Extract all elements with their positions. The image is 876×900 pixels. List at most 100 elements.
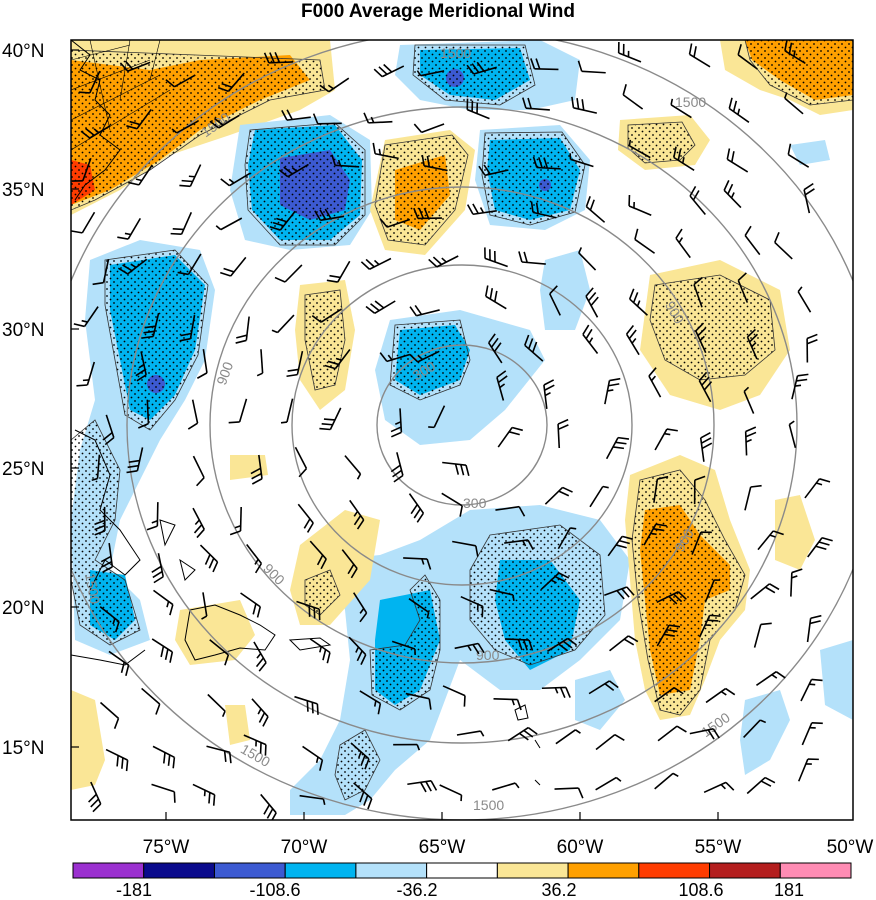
wind-barb <box>698 614 721 638</box>
wind-barb <box>806 333 818 363</box>
wind-barb <box>196 349 208 379</box>
wind-barb <box>253 641 267 672</box>
wind-barb <box>341 549 358 579</box>
positive-anomaly-region <box>775 495 815 570</box>
map-plot-area: 1500 1500 1500 1500 900 900 900 900 900 … <box>71 40 853 820</box>
wind-barb <box>80 124 111 139</box>
wind-barb <box>609 635 639 652</box>
wind-barb <box>634 228 656 254</box>
wind-barb <box>555 729 581 745</box>
wind-barb <box>689 728 720 740</box>
us-east-coast <box>71 40 121 201</box>
wind-barb <box>703 781 735 794</box>
colorbar-swatch <box>426 862 498 879</box>
wind-barb <box>170 211 193 236</box>
contour-label: 1500 <box>675 94 706 110</box>
wind-barb <box>192 455 205 487</box>
colorbar-swatch <box>496 862 569 879</box>
contour-label: 900 <box>476 647 500 663</box>
colorbar-swatch <box>284 862 357 879</box>
colorbar-swatch <box>143 862 215 879</box>
wind-barb <box>187 399 199 430</box>
wind-barb <box>466 98 490 120</box>
stippled-region <box>71 49 326 211</box>
wind-barb <box>807 536 833 558</box>
colorbar-swatch <box>709 862 781 879</box>
wind-barb <box>670 98 692 119</box>
wind-barb <box>373 63 405 78</box>
wind-barb <box>784 40 806 65</box>
wind-barb <box>625 325 640 356</box>
contour-900-outer <box>209 186 715 664</box>
wind-barb <box>648 367 662 398</box>
wind-barb <box>365 300 396 314</box>
negative-anomaly-region <box>575 670 625 730</box>
wind-barb <box>801 722 823 746</box>
contour-label: 1500 <box>440 45 471 61</box>
wind-barb <box>103 414 115 446</box>
wind-barb <box>737 272 749 303</box>
wind-barb <box>108 650 130 677</box>
wind-barb <box>746 776 776 795</box>
contour-label: 300 <box>463 495 487 511</box>
wind-barb <box>302 745 324 771</box>
wind-barb <box>71 211 96 234</box>
wind-barb <box>622 84 644 110</box>
wind-barb <box>530 201 557 219</box>
wind-barb <box>698 371 713 403</box>
lon-label: 60°W <box>557 837 604 858</box>
wind-barb <box>151 638 174 663</box>
wind-barb <box>413 123 445 134</box>
latitude-axis: 40°N 35°N 30°N 25°N 20°N 15°N <box>2 41 79 759</box>
wind-barb <box>441 492 463 517</box>
wind-barb <box>746 328 759 360</box>
lon-label: 50°W <box>827 837 874 858</box>
wind-barb <box>654 772 679 790</box>
wind-barb <box>743 719 767 738</box>
wind-barb <box>492 782 520 791</box>
wind-barb <box>582 324 599 354</box>
colorbar-swatch <box>355 862 428 879</box>
wind-barb <box>331 154 360 168</box>
wind-barb <box>688 43 711 68</box>
wind-barb <box>604 377 621 405</box>
contour-900 <box>291 264 633 586</box>
longitude-axis: 75°W 70°W 65°W 60°W 55°W 50°W <box>143 812 874 858</box>
wind-barb <box>569 153 594 168</box>
wind-barb <box>206 745 232 764</box>
lat-label: 35°N <box>2 180 44 201</box>
wind-barb <box>723 180 742 209</box>
colorbar-label: -108.6 <box>249 880 300 900</box>
wind-barb <box>595 733 625 751</box>
negative-anomaly-region <box>740 690 790 775</box>
wind-barb <box>705 687 736 704</box>
wind-barb <box>141 687 161 715</box>
wind-barb <box>390 452 404 483</box>
wind-barb <box>363 112 393 124</box>
small-islands <box>159 519 541 786</box>
wind-barb <box>151 783 176 803</box>
stippled-region <box>244 122 366 246</box>
wind-barb <box>294 695 319 715</box>
wind-barb <box>243 734 267 756</box>
stippled-region <box>631 469 746 716</box>
wind-barb <box>791 373 809 400</box>
wind-barb <box>165 74 196 88</box>
wind-barb <box>152 745 176 769</box>
wind-barb <box>704 579 721 603</box>
cuba <box>71 649 146 666</box>
wind-barb <box>349 499 365 530</box>
wind-barb <box>654 687 684 703</box>
colorbar-label: -181 <box>116 880 152 900</box>
wind-barb <box>209 114 240 129</box>
wind-barb <box>297 503 314 533</box>
significance-stippling <box>71 40 853 801</box>
wind-barb <box>353 782 373 810</box>
wind-barb <box>177 253 202 276</box>
wind-barb <box>146 502 159 531</box>
wind-barb <box>787 143 810 168</box>
wind-barb <box>544 486 573 505</box>
wind-barb <box>522 97 550 111</box>
wind-barb <box>260 793 277 820</box>
